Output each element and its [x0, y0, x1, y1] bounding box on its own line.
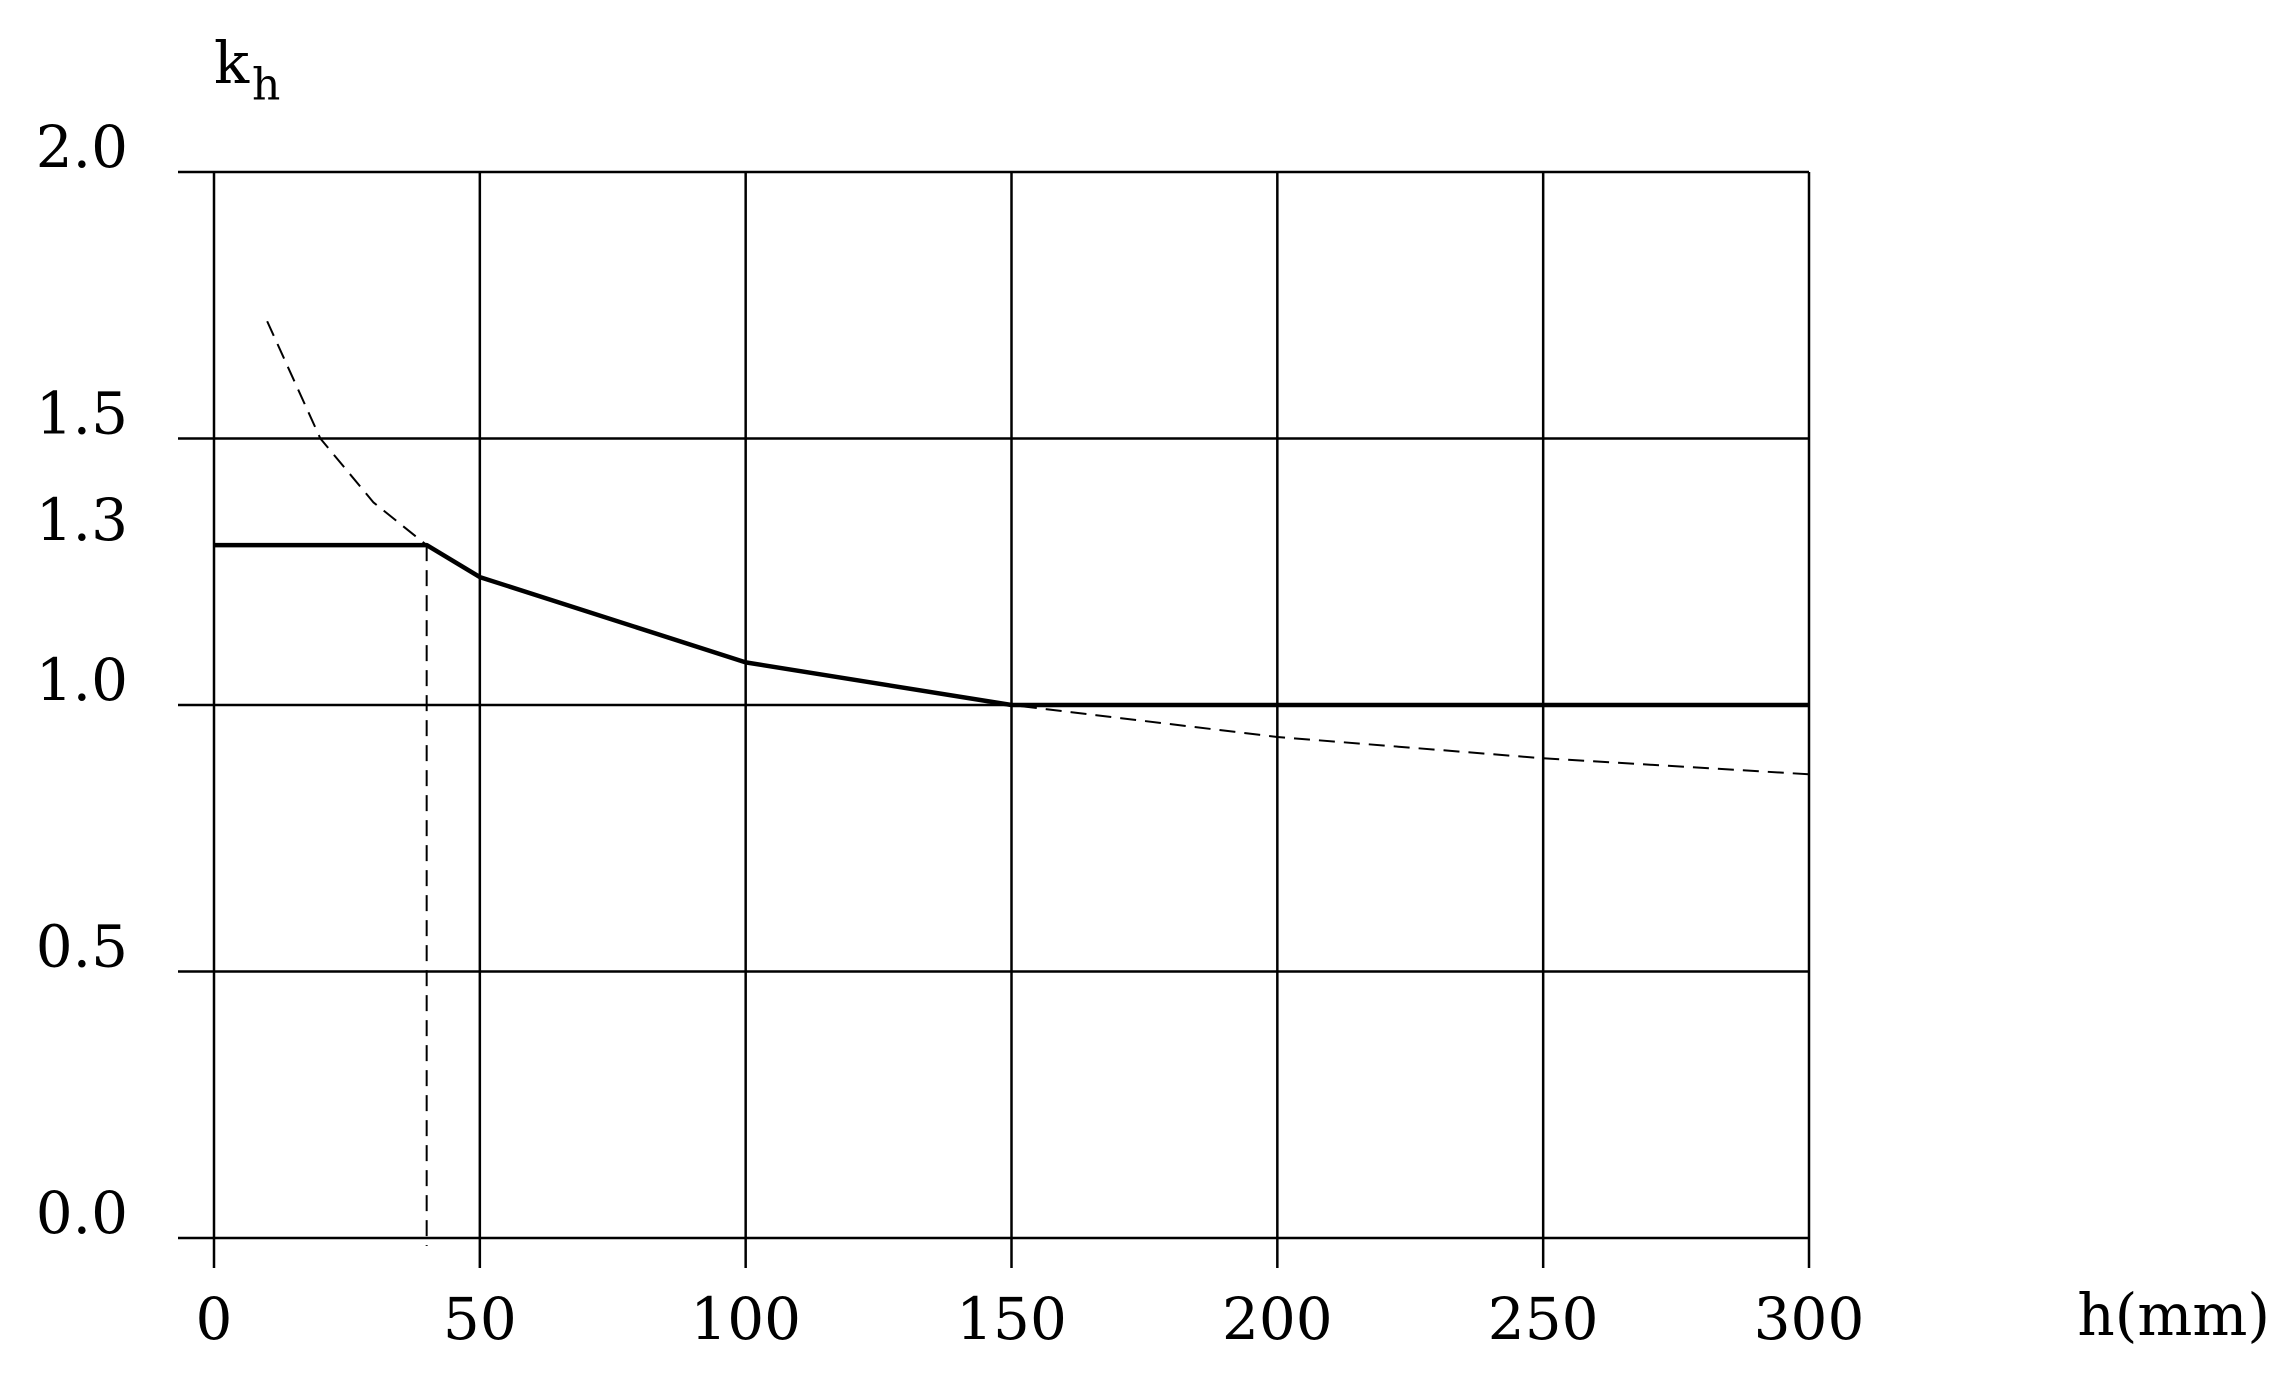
y-tick-label: 2.0 — [36, 113, 128, 181]
x-tick-label: 100 — [690, 1285, 801, 1353]
x-tick-label: 200 — [1222, 1285, 1333, 1353]
x-tick-label: 150 — [956, 1285, 1067, 1353]
x-tick-label: 250 — [1488, 1285, 1599, 1353]
x-axis-label: h(mm) — [2077, 1281, 2270, 1349]
x-tick-label: 0 — [196, 1285, 233, 1353]
y-tick-label: 1.3 — [36, 486, 128, 554]
dashed-line — [266, 320, 1810, 776]
y-tick-label: 1.0 — [36, 646, 128, 714]
y-axis-label: k — [214, 29, 250, 97]
y-tick-label: 0.5 — [36, 913, 128, 981]
y-tick-label: 1.5 — [36, 380, 128, 448]
y-axis-label-subscript: h — [252, 60, 280, 111]
x-tick-label: 50 — [443, 1285, 517, 1353]
x-tick-label: 300 — [1754, 1285, 1865, 1353]
y-tick-label: 0.0 — [36, 1179, 128, 1247]
